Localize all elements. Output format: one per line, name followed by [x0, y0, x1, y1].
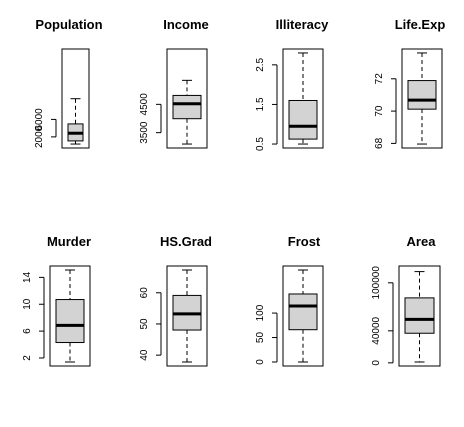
y-tick-label: 6000	[34, 108, 45, 131]
y-tick-label: 0.5	[255, 137, 266, 151]
plot-frame	[282, 265, 324, 367]
iqr-box	[55, 299, 85, 344]
panel-area: Area 0 40000 100000	[371, 234, 441, 367]
plot-frame	[398, 265, 441, 367]
y-tick-label: 68	[374, 137, 385, 149]
y-tick-label: 72	[374, 73, 385, 85]
y-tick-label: 4500	[139, 93, 150, 116]
y-tick-label: 50	[255, 332, 266, 344]
y-tick-label: 0	[255, 359, 266, 365]
panel-title: Area	[407, 234, 437, 249]
y-tick-label: 2000	[34, 125, 45, 148]
y-tick-label: 60	[139, 287, 150, 299]
panel-title: Income	[163, 17, 209, 32]
y-tick-label: 100	[255, 304, 266, 321]
y-tick-label: 2.5	[255, 57, 266, 71]
y-tick-label: 1.5	[255, 97, 266, 111]
panel-title: Life.Exp	[395, 17, 446, 32]
panel-murder: Murder 2 6 10 14	[22, 234, 91, 367]
y-tick-label: 0	[371, 360, 382, 366]
panel-title: HS.Grad	[160, 234, 212, 249]
y-tick-label: 3500	[139, 121, 150, 144]
panel-title: Population	[35, 17, 102, 32]
y-tick-label: 2	[22, 355, 33, 361]
y-tick-label: 14	[22, 271, 33, 283]
plot-frame	[166, 265, 208, 367]
y-tick-label: 10	[22, 298, 33, 310]
iqr-box	[172, 94, 202, 120]
panel-hs-grad: HS.Grad 40 50 60	[139, 234, 212, 367]
panel-life-exp: Life.Exp 68 70 72	[374, 17, 445, 149]
y-tick-label: 40000	[371, 316, 382, 344]
panel-title: Frost	[288, 234, 321, 249]
plot-frame	[282, 48, 324, 149]
iqr-box	[407, 80, 437, 110]
iqr-box	[288, 99, 318, 140]
y-tick-label: 50	[139, 318, 150, 330]
plot-frame	[61, 48, 90, 149]
y-tick-label: 6	[22, 328, 33, 334]
y-tick-label: 100000	[371, 266, 382, 300]
y-tick-label: 40	[139, 349, 150, 361]
iqr-box	[288, 293, 318, 331]
y-tick-label: 70	[374, 105, 385, 117]
plot-frame	[49, 265, 91, 367]
iqr-box	[404, 297, 435, 334]
plot-frame	[166, 48, 208, 149]
panel-title: Illiteracy	[276, 17, 330, 32]
panel-income: Income 3500 4500	[139, 17, 209, 149]
panel-title: Murder	[47, 234, 91, 249]
panel-frost: Frost 0 50 100	[255, 234, 324, 367]
plot-frame	[401, 48, 443, 149]
panel-illiteracy: Illiteracy 0.5 1.5 2.5	[255, 17, 329, 151]
